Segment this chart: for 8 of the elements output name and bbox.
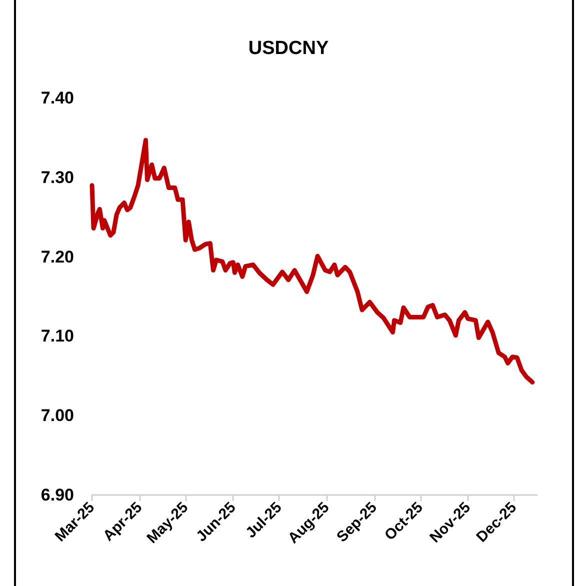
y-tick-label: 7.40 — [40, 88, 74, 108]
y-tick-label: 7.10 — [40, 326, 74, 346]
y-tick-label: 7.30 — [40, 168, 74, 187]
y-tick-label: 6.90 — [40, 486, 74, 504]
line-series — [90, 138, 535, 384]
chart-title: USDCNY — [248, 38, 329, 59]
y-tick-label: 7.00 — [40, 406, 74, 426]
y-tick-label: 7.20 — [40, 247, 74, 266]
